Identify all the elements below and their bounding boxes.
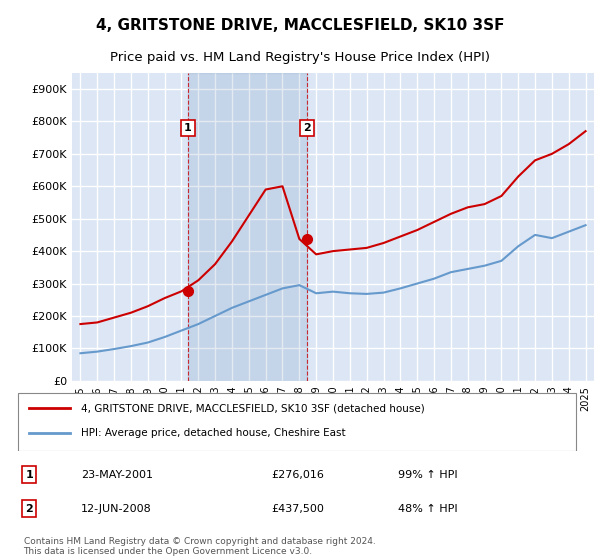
- Text: 12-JUN-2008: 12-JUN-2008: [81, 504, 152, 514]
- Text: 2: 2: [303, 123, 311, 133]
- FancyBboxPatch shape: [18, 393, 577, 451]
- Text: Contains HM Land Registry data © Crown copyright and database right 2024.
This d: Contains HM Land Registry data © Crown c…: [23, 537, 375, 556]
- Text: 4, GRITSTONE DRIVE, MACCLESFIELD, SK10 3SF: 4, GRITSTONE DRIVE, MACCLESFIELD, SK10 3…: [96, 18, 504, 33]
- Text: Price paid vs. HM Land Registry's House Price Index (HPI): Price paid vs. HM Land Registry's House …: [110, 51, 490, 64]
- Bar: [188, 73, 307, 381]
- Text: £276,016: £276,016: [271, 470, 324, 480]
- Text: 99% ↑ HPI: 99% ↑ HPI: [398, 470, 458, 480]
- Text: HPI: Average price, detached house, Cheshire East: HPI: Average price, detached house, Ches…: [81, 428, 346, 438]
- Text: 1: 1: [184, 123, 192, 133]
- Text: 23-MAY-2001: 23-MAY-2001: [81, 470, 153, 480]
- Text: 48% ↑ HPI: 48% ↑ HPI: [398, 504, 458, 514]
- Text: £437,500: £437,500: [271, 504, 324, 514]
- Text: 2: 2: [25, 504, 33, 514]
- Text: 4, GRITSTONE DRIVE, MACCLESFIELD, SK10 3SF (detached house): 4, GRITSTONE DRIVE, MACCLESFIELD, SK10 3…: [81, 403, 425, 413]
- Text: 1: 1: [25, 470, 33, 480]
